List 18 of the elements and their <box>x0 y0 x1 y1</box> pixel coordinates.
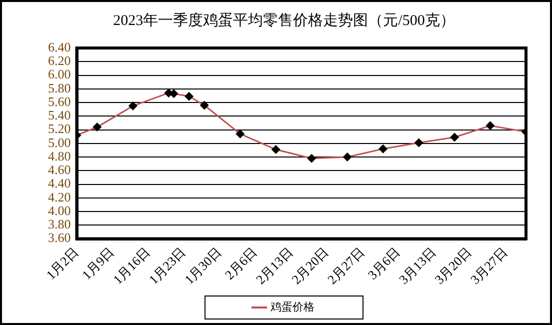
y-tick-label: 5.40 <box>48 108 71 123</box>
x-tick-label: 1月2日 <box>43 244 82 282</box>
y-tick-label: 5.60 <box>48 94 71 109</box>
y-tick-label: 3.60 <box>48 230 71 246</box>
y-tick-label: 4.80 <box>48 148 71 164</box>
y-tick-label: 4.60 <box>48 162 71 178</box>
y-tick-label: 6.00 <box>48 66 71 82</box>
y-tick-label: 4.40 <box>48 176 71 191</box>
y-tick-label: 4.00 <box>48 202 71 218</box>
y-tick-label: 5.00 <box>48 134 71 150</box>
legend-label: 鸡蛋价格 <box>269 301 314 314</box>
y-tick-label: 5.20 <box>48 121 71 136</box>
y-tick-label: 6.20 <box>48 53 71 68</box>
chart-title: 2023年一季度鸡蛋平均零售价格走势图（元/500克） <box>113 12 455 29</box>
y-tick-label: 3.80 <box>48 216 71 232</box>
y-tick-label: 4.20 <box>48 189 71 204</box>
y-tick-label: 6.40 <box>48 39 71 54</box>
y-tick-label: 5.80 <box>48 80 71 96</box>
